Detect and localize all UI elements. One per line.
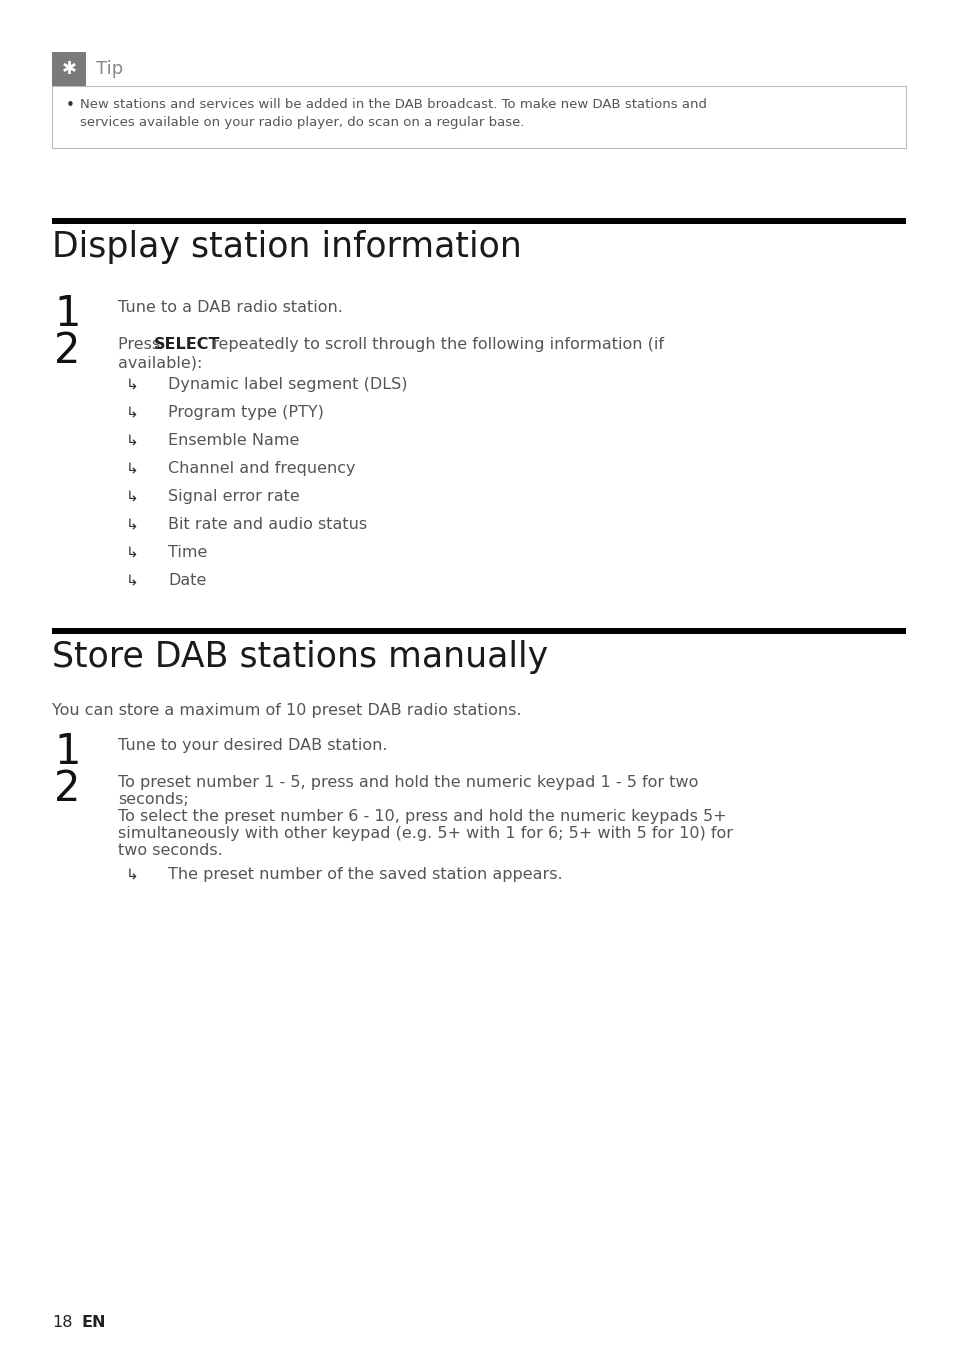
Text: •: • [66, 99, 74, 113]
Text: Tune to a DAB radio station.: Tune to a DAB radio station. [118, 300, 342, 315]
Text: Tip: Tip [96, 59, 123, 78]
Text: The preset number of the saved station appears.: The preset number of the saved station a… [168, 867, 562, 882]
Text: EN: EN [82, 1315, 107, 1330]
Text: ↳: ↳ [126, 489, 138, 504]
Text: ↳: ↳ [126, 433, 138, 448]
Text: Bit rate and audio status: Bit rate and audio status [168, 517, 367, 532]
Text: Store DAB stations manually: Store DAB stations manually [52, 640, 548, 674]
Text: 1: 1 [54, 293, 80, 335]
Text: Display station information: Display station information [52, 230, 521, 265]
Text: ↳: ↳ [126, 517, 138, 532]
Text: ✱: ✱ [61, 59, 76, 78]
Text: SELECT: SELECT [153, 338, 220, 352]
Text: To preset number 1 - 5, press and hold the numeric keypad 1 - 5 for two: To preset number 1 - 5, press and hold t… [118, 775, 698, 790]
Bar [52, 53, 86, 86]
Bar [52, 217, 905, 224]
Text: simultaneously with other keypad (e.g. 5+ with 1 for 6; 5+ with 5 for 10) for: simultaneously with other keypad (e.g. 5… [118, 826, 732, 841]
Text: 1: 1 [54, 730, 80, 774]
Text: repeatedly to scroll through the following information (if: repeatedly to scroll through the followi… [207, 338, 663, 352]
Text: Channel and frequency: Channel and frequency [168, 460, 355, 477]
Text: Press: Press [118, 338, 165, 352]
Text: available):: available): [118, 355, 202, 370]
Text: two seconds.: two seconds. [118, 842, 222, 859]
Bar [52, 86, 905, 148]
Text: New stations and services will be added in the DAB broadcast. To make new DAB st: New stations and services will be added … [80, 99, 706, 130]
Text: Dynamic label segment (DLS): Dynamic label segment (DLS) [168, 377, 407, 392]
Text: ↳: ↳ [126, 460, 138, 477]
Text: ↳: ↳ [126, 377, 138, 392]
Bar [52, 628, 905, 634]
Text: Tune to your desired DAB station.: Tune to your desired DAB station. [118, 738, 387, 753]
Text: seconds;: seconds; [118, 792, 189, 807]
Text: You can store a maximum of 10 preset DAB radio stations.: You can store a maximum of 10 preset DAB… [52, 703, 521, 718]
Text: Ensemble Name: Ensemble Name [168, 433, 299, 448]
Text: 18: 18 [52, 1315, 72, 1330]
Text: ↳: ↳ [126, 405, 138, 420]
Text: 2: 2 [54, 768, 80, 810]
Text: 2: 2 [54, 329, 80, 373]
Text: Program type (PTY): Program type (PTY) [168, 405, 323, 420]
Text: ↳: ↳ [126, 572, 138, 589]
Text: ↳: ↳ [126, 867, 138, 882]
Text: Signal error rate: Signal error rate [168, 489, 299, 504]
Text: Time: Time [168, 545, 207, 560]
Text: To select the preset number 6 - 10, press and hold the numeric keypads 5+: To select the preset number 6 - 10, pres… [118, 809, 726, 824]
Text: Date: Date [168, 572, 206, 589]
Text: ↳: ↳ [126, 545, 138, 560]
